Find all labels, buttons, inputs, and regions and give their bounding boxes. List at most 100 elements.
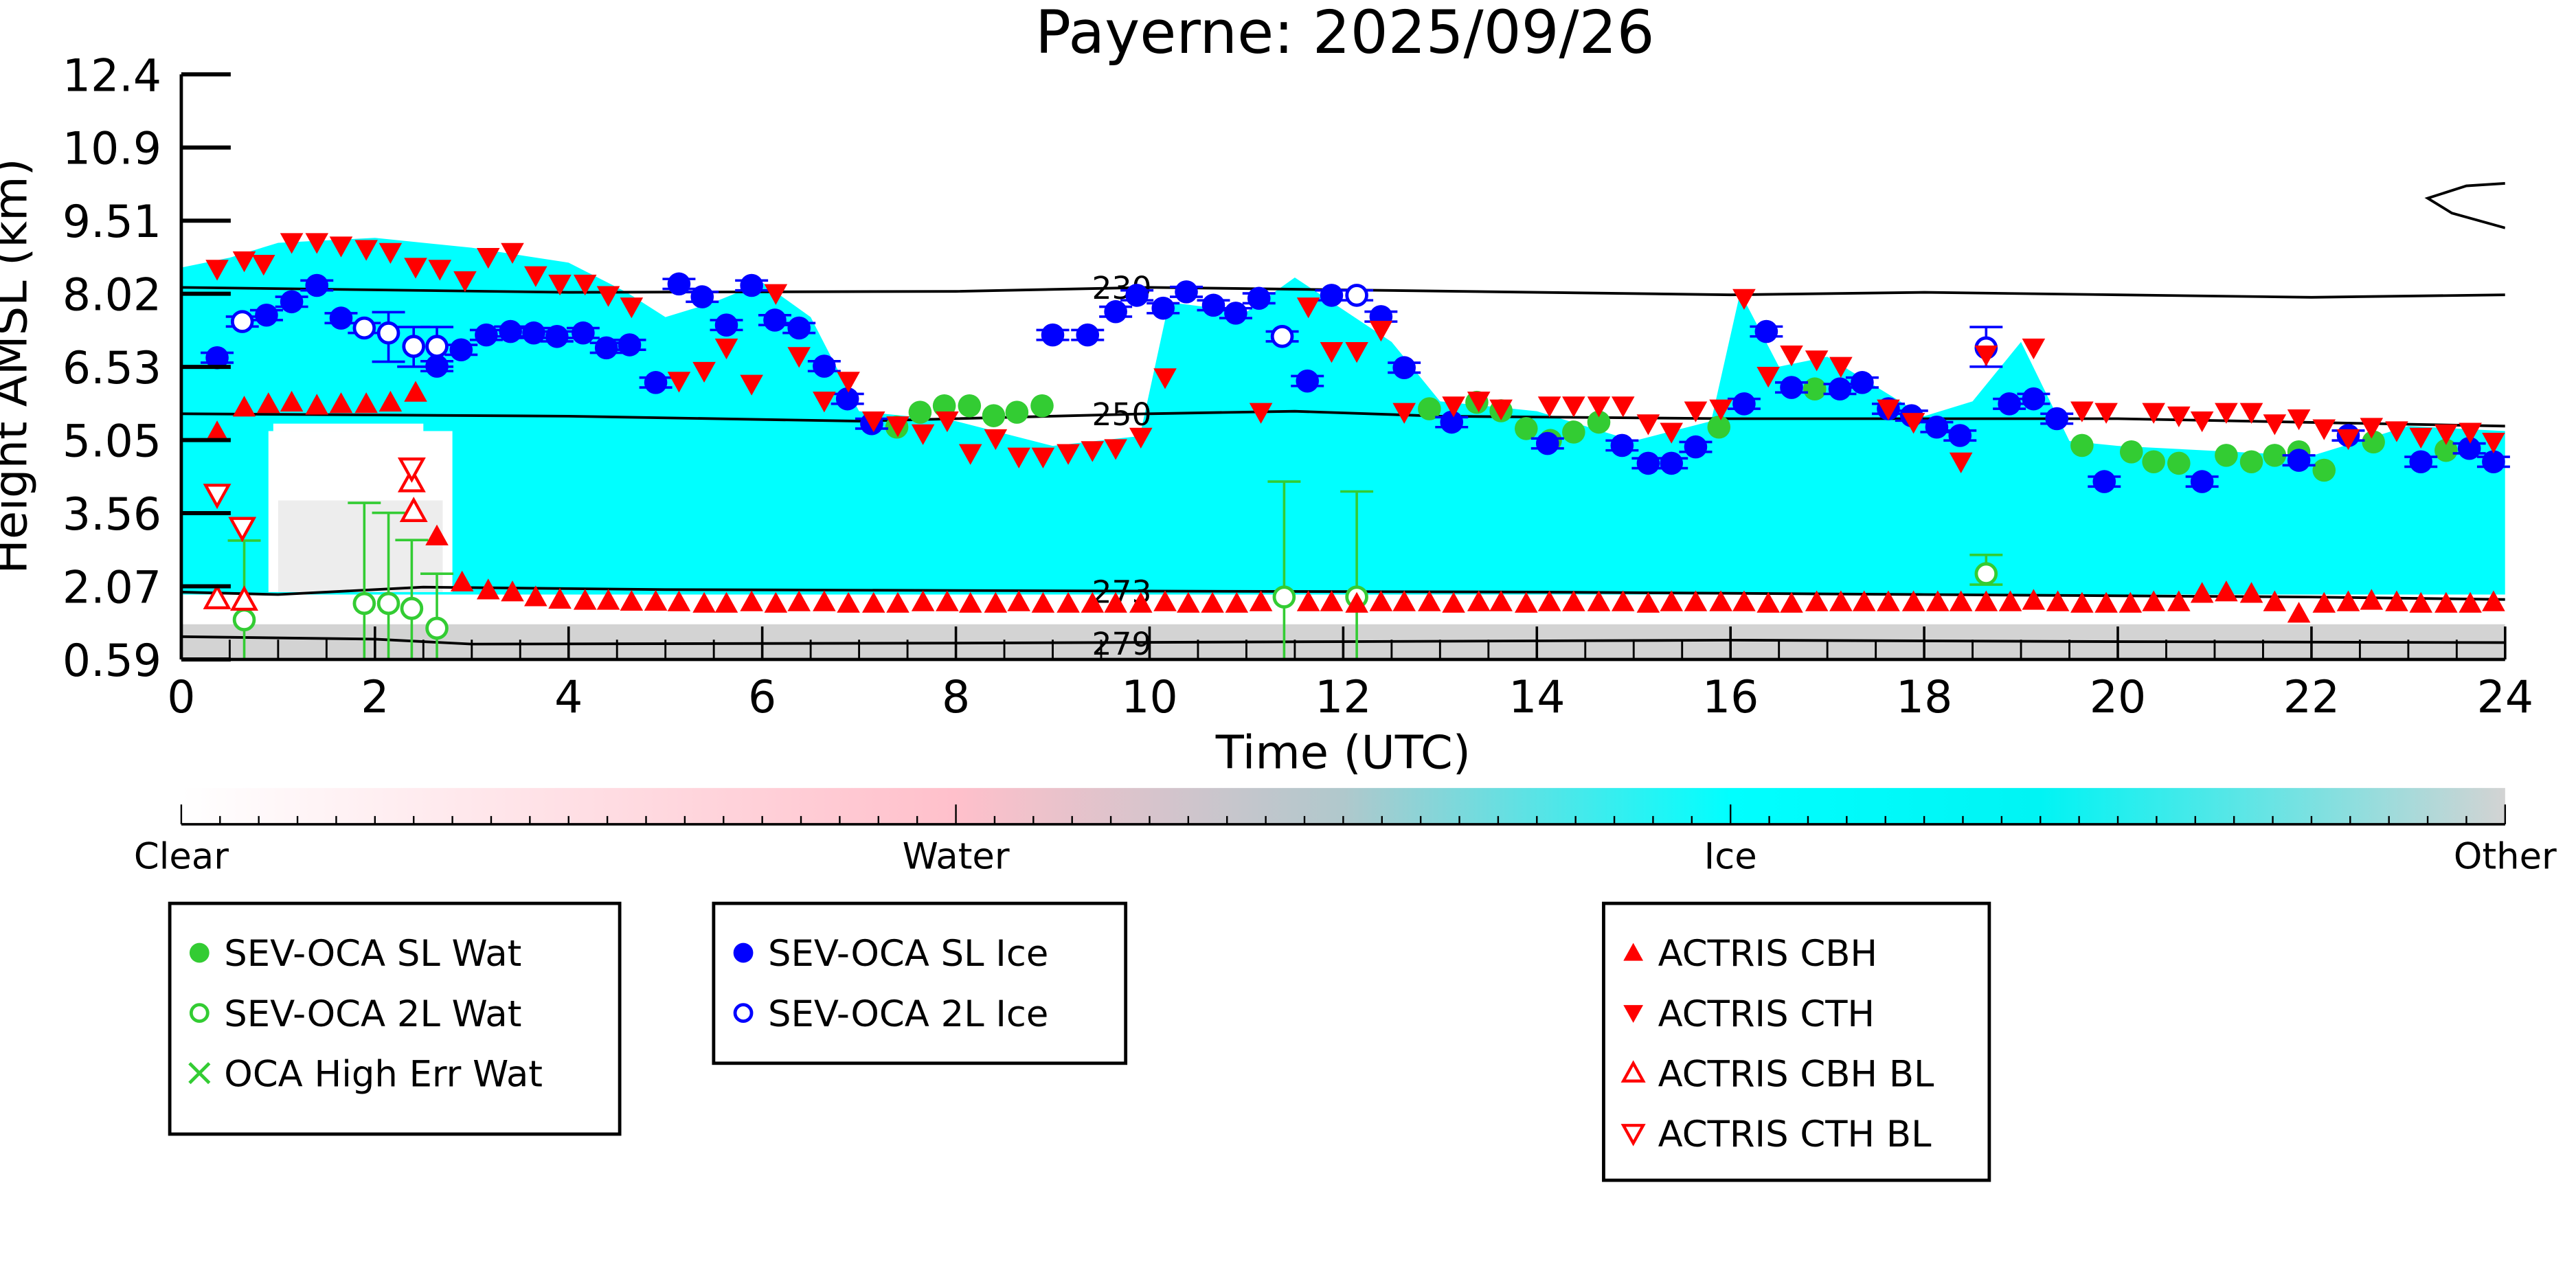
data-point xyxy=(982,404,1006,427)
data-point xyxy=(1076,323,1100,347)
data-point xyxy=(329,392,353,414)
data-point xyxy=(2287,449,2311,472)
data-point xyxy=(524,585,547,607)
colorbar-label: Ice xyxy=(1704,836,1757,878)
data-point xyxy=(376,591,400,615)
data-point xyxy=(280,390,304,412)
data-point xyxy=(1636,414,1660,436)
data-point xyxy=(2457,436,2481,460)
data-point xyxy=(2215,580,2238,602)
data-point xyxy=(2360,418,2384,439)
data-point xyxy=(2263,590,2287,611)
data-point xyxy=(2092,470,2116,493)
data-point xyxy=(594,336,618,360)
legend-marker xyxy=(733,942,754,963)
data-point xyxy=(2287,602,2311,623)
data-point xyxy=(2409,591,2432,613)
x-axis-label: Time (UTC) xyxy=(1215,725,1471,779)
data-point xyxy=(2022,338,2046,360)
data-point xyxy=(2459,422,2482,444)
data-point xyxy=(1225,591,1249,613)
data-point xyxy=(2142,403,2165,424)
data-point xyxy=(1587,590,1611,611)
data-point xyxy=(1805,590,1829,611)
data-point xyxy=(1514,591,1538,613)
data-point xyxy=(1369,320,1393,342)
data-point xyxy=(501,580,524,602)
data-point xyxy=(425,335,449,358)
data-point xyxy=(1587,410,1611,434)
data-point xyxy=(1660,590,1684,611)
legend-marker xyxy=(1623,1005,1644,1024)
data-point xyxy=(425,524,449,545)
data-point xyxy=(2239,450,2263,474)
mask-clear-region xyxy=(273,423,424,431)
legend-label: SEV-OCA 2L Wat xyxy=(224,993,521,1035)
data-point xyxy=(203,584,231,609)
data-point xyxy=(1926,590,1950,611)
data-point xyxy=(1201,591,1224,613)
data-point xyxy=(1949,590,1973,611)
legend-frame xyxy=(1602,901,1991,1182)
data-point xyxy=(1974,562,1998,586)
data-point xyxy=(1442,396,1465,418)
data-point xyxy=(1709,399,1732,420)
data-point xyxy=(1587,396,1611,418)
colorbar: Clear Water Ice Other xyxy=(134,788,2557,878)
data-point xyxy=(1031,447,1055,468)
isotherm-line xyxy=(181,409,2505,428)
data-point xyxy=(232,396,256,417)
data-point xyxy=(1925,415,1949,439)
data-point xyxy=(256,392,280,414)
data-point xyxy=(230,310,254,333)
data-point xyxy=(837,591,860,613)
data-point xyxy=(692,361,716,383)
legend-box: SEV-OCA SL Ice SEV-OCA 2L Ice xyxy=(712,901,1128,1065)
data-point xyxy=(2482,432,2505,454)
data-point xyxy=(1684,435,1708,459)
y-tick-label: 9.51 xyxy=(63,196,161,248)
data-point xyxy=(813,354,836,378)
colorbar-label: Other xyxy=(2454,836,2557,878)
data-point xyxy=(1537,396,1561,418)
isotherm-line xyxy=(181,286,2505,299)
data-point xyxy=(1610,433,1634,457)
data-point xyxy=(1998,392,2021,416)
chart-title: Payerne: 2025/09/26 xyxy=(1035,0,1655,67)
series-actris-cth-bl xyxy=(203,457,426,543)
x-tick-label: 20 xyxy=(2090,672,2146,723)
data-point xyxy=(450,570,474,591)
colorbar-label: Water xyxy=(903,836,1010,878)
data-point xyxy=(692,591,716,613)
data-point xyxy=(787,590,811,611)
data-point xyxy=(936,411,959,433)
data-point xyxy=(2336,590,2360,611)
x-tick-label: 8 xyxy=(942,672,970,723)
data-point xyxy=(886,416,909,438)
data-point xyxy=(2094,591,2118,613)
data-point xyxy=(203,484,231,510)
data-point xyxy=(667,590,691,611)
x-tick-label: 12 xyxy=(1315,672,1371,723)
data-point xyxy=(2142,450,2165,474)
data-point xyxy=(2409,450,2432,474)
data-point xyxy=(1177,591,1200,613)
data-point xyxy=(764,591,788,613)
data-point xyxy=(2215,444,2238,467)
data-point xyxy=(1732,289,1756,310)
y-tick-label: 5.05 xyxy=(63,416,161,468)
data-point xyxy=(813,392,836,413)
legend-label: ACTRIS CTH BL xyxy=(1658,1114,1932,1155)
data-point xyxy=(1949,452,1973,474)
legend-label: SEV-OCA 2L Ice xyxy=(768,993,1048,1035)
data-point xyxy=(1803,377,1827,401)
data-point xyxy=(2070,401,2094,422)
data-point xyxy=(667,272,691,296)
data-point xyxy=(1104,300,1127,324)
data-point xyxy=(548,587,572,609)
y-axis-label: Height AMSL (km) xyxy=(0,158,37,574)
data-point xyxy=(305,394,329,415)
data-point xyxy=(1129,591,1153,613)
data-point xyxy=(1030,394,1054,418)
data-point xyxy=(1392,356,1416,380)
